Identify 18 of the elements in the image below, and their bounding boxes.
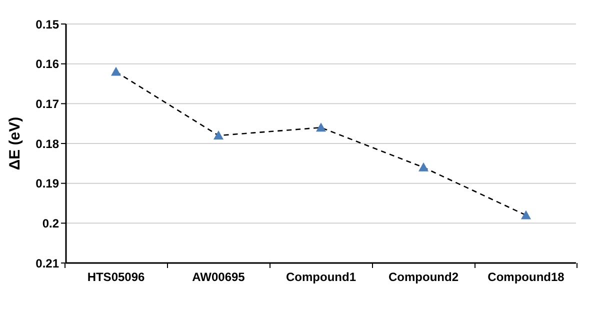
y-tick-label: 0.15 bbox=[36, 17, 60, 32]
point bbox=[111, 66, 121, 76]
y-tick-label: 0.19 bbox=[36, 176, 60, 191]
y-tick-label: 0.16 bbox=[36, 57, 60, 72]
y-tick-label: 0.17 bbox=[36, 96, 60, 111]
y-tick-label: 0.2 bbox=[42, 216, 60, 230]
y-axis-title: ΔE (eV) bbox=[6, 116, 24, 170]
point bbox=[418, 162, 428, 172]
x-tick-label: Compound18 bbox=[488, 270, 565, 284]
x-tick-label: AW00695 bbox=[192, 270, 246, 284]
point bbox=[214, 130, 224, 140]
point bbox=[316, 122, 326, 132]
x-tick-label: HTS05096 bbox=[87, 270, 146, 284]
y-tick-label: 0.21 bbox=[36, 256, 60, 270]
x-tick-label: Compound2 bbox=[388, 270, 459, 284]
x-tick-label: Compound1 bbox=[286, 270, 356, 284]
point bbox=[521, 210, 531, 220]
y-tick-label: 0.18 bbox=[36, 136, 60, 151]
